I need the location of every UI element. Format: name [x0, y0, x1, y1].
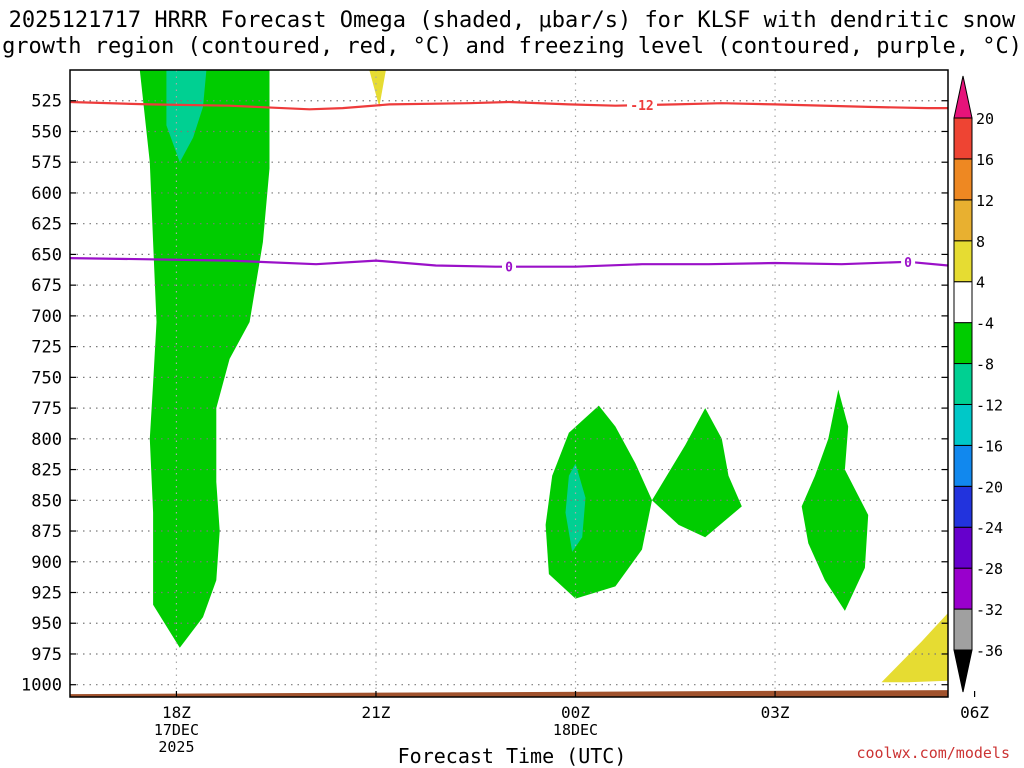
y-tick-label-975: 975	[31, 645, 62, 665]
contour-line-1	[70, 257, 948, 268]
x-tick-label-03Z: 03Z	[761, 703, 790, 722]
x-axis-label: Forecast Time (UTC)	[397, 744, 627, 768]
colorbar-bottom-triangle	[953, 649, 973, 693]
omega-region-10	[881, 612, 948, 683]
y-tick-label-800: 800	[31, 430, 62, 450]
contour-line-0	[70, 100, 948, 111]
y-tick-label-675: 675	[31, 276, 62, 296]
colorbar-bin-9	[953, 281, 973, 324]
y-tick-label-575: 575	[31, 153, 62, 173]
colorbar-label-2: -28	[976, 560, 1003, 578]
colorbar-label-0: -36	[976, 642, 1003, 660]
contour-label-bg-1-0	[502, 259, 516, 274]
colorbar-bin-4	[953, 485, 973, 528]
y-tick-label-550: 550	[31, 122, 62, 142]
colorbar-bin-10	[953, 240, 973, 283]
x-tick-label-21Z: 21Z	[362, 703, 391, 722]
colorbar-label-7: -8	[976, 356, 994, 374]
y-tick-label-900: 900	[31, 553, 62, 573]
omega-region-4	[565, 463, 586, 552]
contour-label-bg-0-1	[1019, 100, 1024, 114]
y-tick-label-750: 750	[31, 368, 62, 388]
colorbar-label-13: 20	[976, 110, 994, 128]
colorbar-bin-8	[953, 322, 973, 365]
colorbar-label-1: -32	[976, 601, 1003, 619]
y-tick-label-850: 850	[31, 491, 62, 511]
colorbar-bin-1	[953, 608, 973, 651]
colorbar-label-12: 16	[976, 151, 994, 169]
contour-label-1-1: 0	[904, 256, 912, 271]
colorbar-bin-12	[953, 158, 973, 201]
omega-region-6	[801, 389, 869, 611]
contour-label-1-0: 0	[505, 261, 513, 276]
credit-link[interactable]: coolwx.com/models	[856, 744, 1010, 762]
colorbar-bin-5	[953, 444, 973, 487]
chart-title-line-2: growth region (contoured, red, °C) and f…	[2, 34, 1022, 59]
colorbar-label-11: 12	[976, 192, 994, 210]
colorbar-label-9: 4	[976, 274, 985, 292]
contour-label-0-0: -12	[630, 99, 653, 114]
y-tick-label-875: 875	[31, 522, 62, 542]
omega-region-2	[369, 70, 386, 107]
x-tick-label-18Z: 18Z	[162, 703, 191, 722]
contour-label-bg-1-1	[901, 254, 916, 269]
omega-region-0	[139, 70, 270, 648]
y-tick-label-950: 950	[31, 614, 62, 634]
colorbar-bin-2	[953, 567, 973, 610]
colorbar-label-8: -4	[976, 315, 994, 333]
y-tick-label-600: 600	[31, 184, 62, 204]
colorbar-bin-11	[953, 199, 973, 242]
colorbar-bin-7	[953, 363, 973, 405]
y-tick-label-775: 775	[31, 399, 62, 419]
colorbar-label-6: -12	[976, 396, 1003, 414]
x-tick-sublabel-18Z-0: 17DEC	[154, 721, 199, 739]
y-tick-label-725: 725	[31, 338, 62, 358]
colorbar-top-triangle	[953, 75, 973, 119]
x-tick-label-00Z: 00Z	[561, 703, 590, 722]
colorbar-label-10: 8	[976, 233, 985, 251]
x-tick-label-06Z: 06Z	[960, 703, 989, 722]
colorbar: -36 -32 -28 -24 -20 -16 -12 -8 -4 4 8 12 16 20	[953, 75, 1003, 693]
omega-region-3	[545, 405, 652, 599]
y-tick-label-650: 650	[31, 245, 62, 265]
y-tick-label-825: 825	[31, 461, 62, 481]
colorbar-bin-13	[953, 117, 973, 160]
colorbar-label-5: -16	[976, 437, 1003, 455]
y-tick-label-1000: 1000	[21, 676, 62, 696]
colorbar-bin-3	[953, 526, 973, 569]
y-tick-label-625: 625	[31, 215, 62, 235]
contour-label-bg-0-0	[627, 98, 658, 113]
plot-area: -12 -12 0 0	[70, 70, 1024, 697]
colorbar-label-4: -20	[976, 478, 1003, 496]
y-tick-label-525: 525	[31, 92, 62, 112]
colorbar-bin-6	[953, 403, 973, 446]
chart-title-line-1: 2025121717 HRRR Forecast Omega (shaded, …	[8, 8, 1016, 33]
colorbar-label-3: -24	[976, 519, 1003, 537]
plot-frame	[69, 69, 949, 698]
x-tick-sublabel-00Z-0: 18DEC	[553, 721, 598, 739]
omega-region-1	[166, 70, 207, 163]
y-tick-label-925: 925	[31, 584, 62, 604]
terrain-strip	[70, 690, 948, 697]
x-tick-sublabel-18Z-1: 2025	[158, 738, 194, 756]
omega-region-5	[652, 408, 742, 538]
y-tick-label-700: 700	[31, 307, 62, 327]
